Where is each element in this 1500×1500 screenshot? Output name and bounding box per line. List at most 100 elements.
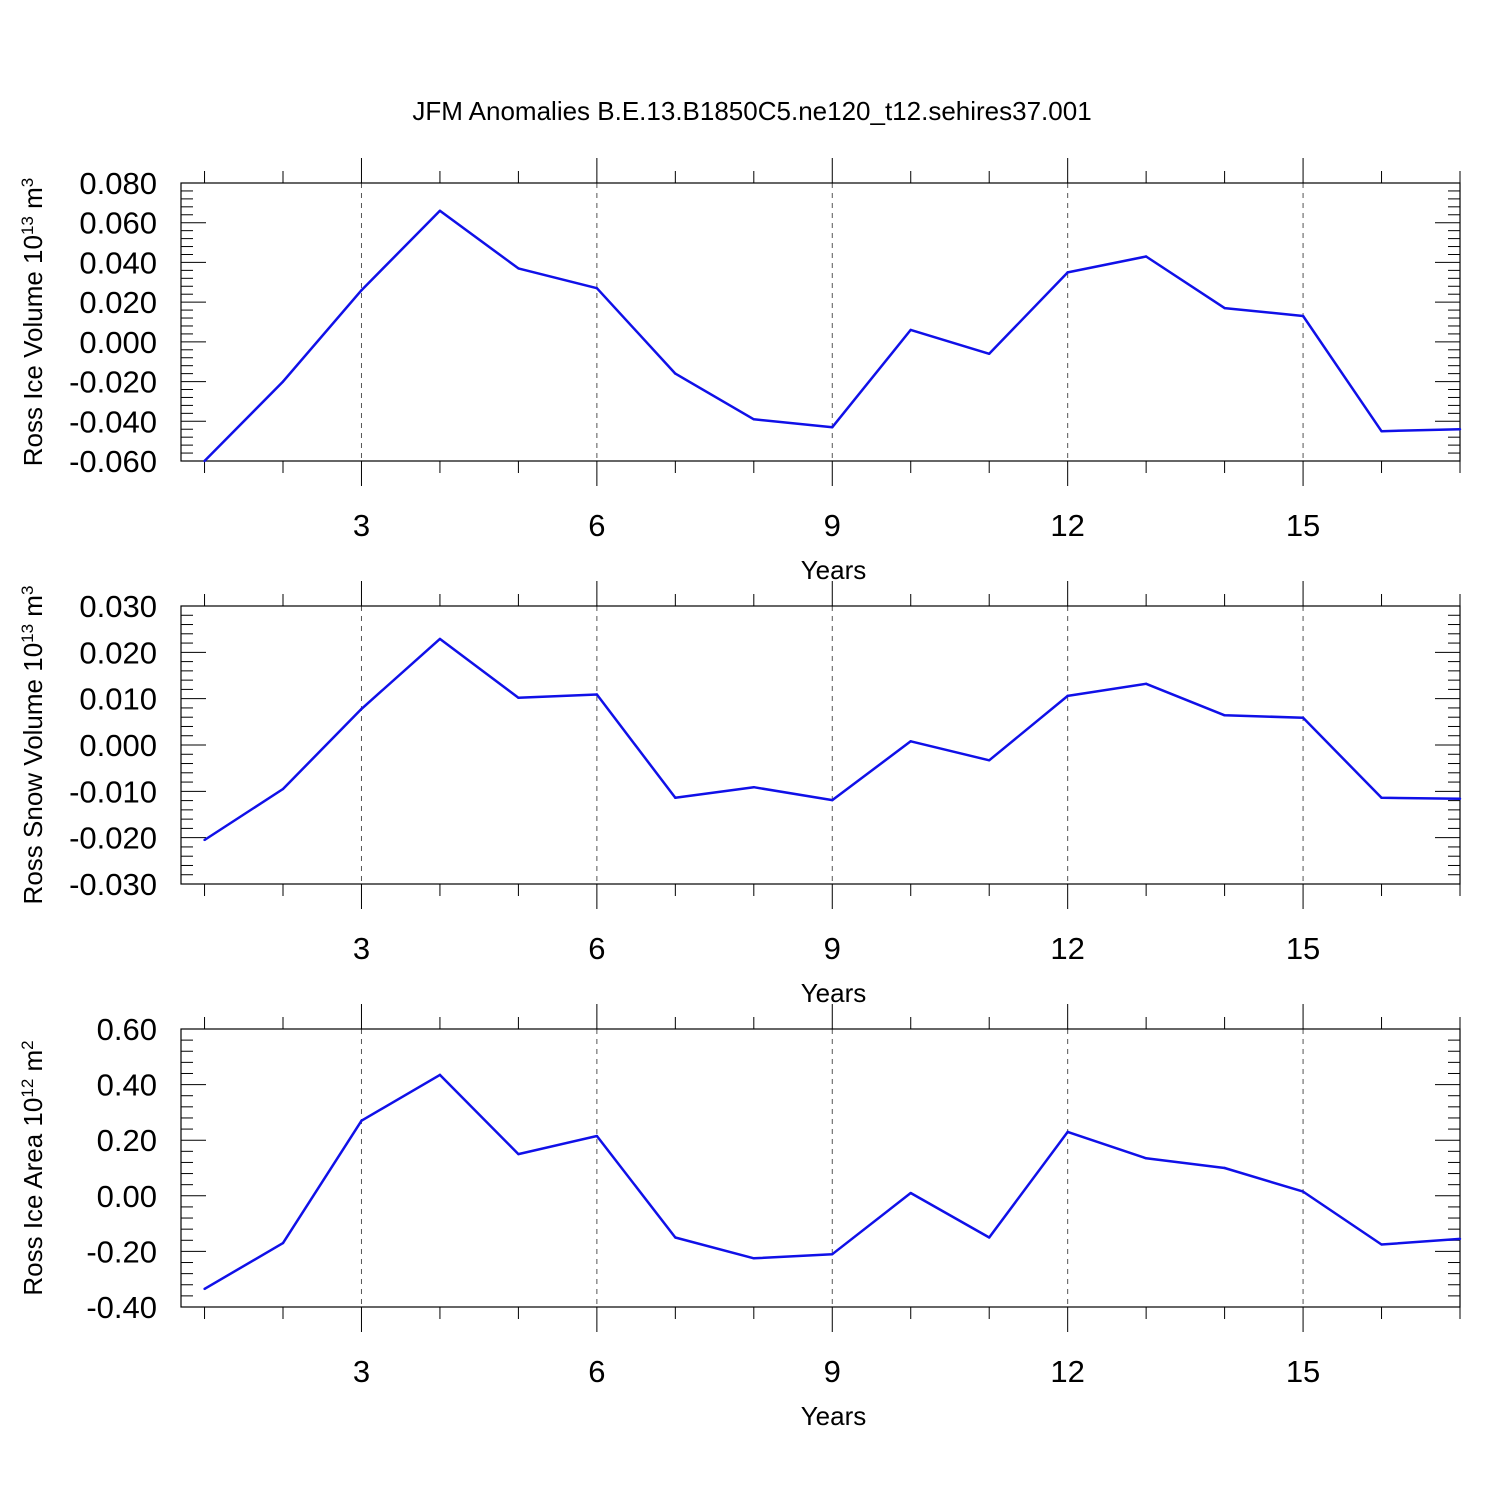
plot-frame (180, 1028, 1461, 1308)
x-tick-label: 15 (1286, 508, 1320, 543)
y-tick-label: 0.020 (79, 635, 157, 670)
data-point (831, 798, 834, 802)
x-tick-label: 6 (588, 508, 605, 543)
x-tick-label: 9 (824, 508, 841, 543)
data-point (1066, 694, 1069, 698)
data-point (1066, 271, 1069, 274)
data-point (1301, 1190, 1305, 1193)
data-point (909, 1191, 912, 1195)
y-tick-label: -0.020 (69, 821, 157, 856)
data-point (281, 787, 285, 791)
y-axis-title-superscript: 13 (18, 216, 37, 235)
y-tick-label: 0.60 (97, 1012, 157, 1047)
x-axis-title: Years (801, 978, 867, 1008)
data-point (1144, 255, 1148, 258)
chart-panel-1: 3 6 9 12 15 -0.060 -0.040 -0.020 0.000 0.020 0.040… (18, 158, 1462, 585)
y-tick-label: -0.20 (86, 1234, 157, 1269)
x-tick-label: 15 (1286, 1354, 1320, 1389)
y-tick-label: -0.010 (69, 774, 157, 809)
x-tick-label: 9 (824, 931, 841, 966)
data-point (281, 380, 285, 383)
y-tick-label: 0.000 (79, 728, 157, 763)
y-axis-title: Ross Ice Volume 1013 m3 (18, 178, 49, 467)
data-point (1458, 1237, 1462, 1241)
data-point (438, 637, 442, 641)
data-point (1301, 716, 1305, 719)
data-point (595, 287, 599, 290)
y-tick-label: 0.020 (79, 285, 157, 320)
data-point (203, 838, 206, 842)
data-point (1144, 682, 1148, 686)
data-point (752, 1257, 756, 1260)
data-point (1066, 1130, 1069, 1134)
data-point (281, 1241, 285, 1245)
y-tick-label: 0.060 (79, 206, 157, 241)
y-tick-label: 0.030 (79, 589, 157, 624)
y-tick-label: -0.030 (69, 867, 157, 902)
plot-frame (180, 605, 1461, 885)
chart-panel-2: 3 6 9 12 15 -0.030 -0.020 -0.010 0.000 0.010 0.020… (18, 581, 1462, 1008)
data-point (831, 426, 834, 429)
x-tick-label: 9 (824, 1354, 841, 1389)
y-axis-title-part: Ross Ice Volume 10 (18, 235, 48, 466)
data-point (1223, 1166, 1226, 1170)
data-point (203, 1287, 206, 1291)
y-tick-label: -0.020 (69, 365, 157, 400)
x-tick-label: 3 (353, 508, 370, 543)
data-point (438, 1073, 442, 1077)
data-point (909, 740, 912, 743)
data-point (438, 209, 442, 212)
data-point (360, 289, 363, 292)
x-tick-label: 3 (353, 1354, 370, 1389)
y-axis-title-part: Ross Snow Volume 10 (18, 643, 48, 905)
data-point (988, 1236, 991, 1239)
x-tick-label: 15 (1286, 931, 1320, 966)
y-axis-title-superscript: 13 (18, 624, 37, 643)
x-tick-label: 12 (1050, 508, 1084, 543)
data-point (909, 328, 912, 332)
y-tick-label: 0.040 (79, 245, 157, 280)
x-tick-label: 3 (353, 931, 370, 966)
y-tick-label: -0.060 (69, 444, 157, 479)
data-point (203, 459, 206, 463)
y-axis-title-part: m (18, 1050, 48, 1079)
plot-frame (180, 182, 1461, 462)
data-point (517, 696, 520, 699)
data-point (360, 707, 363, 711)
data-point (517, 1152, 520, 1156)
data-point (1458, 428, 1462, 431)
data-point (674, 372, 677, 375)
y-tick-label: 0.40 (97, 1068, 157, 1103)
y-axis-title-superscript: 12 (18, 1079, 37, 1098)
data-point (1144, 1157, 1148, 1160)
data-point (1223, 306, 1226, 310)
data-point (360, 1119, 363, 1122)
y-axis-title: Ross Ice Area 1012 m2 (18, 1040, 49, 1295)
data-point (1380, 430, 1383, 433)
data-point (1380, 1243, 1383, 1246)
y-tick-label: 0.00 (97, 1179, 157, 1214)
x-tick-label: 6 (588, 1354, 605, 1389)
data-point (1458, 797, 1462, 800)
x-tick-label: 6 (588, 931, 605, 966)
y-axis-title-part: m (18, 595, 48, 624)
y-axis-title-part: Ross Ice Area 10 (18, 1098, 48, 1296)
data-point (752, 785, 756, 789)
y-tick-label: 0.080 (79, 166, 157, 201)
data-point (674, 796, 677, 800)
y-axis-title-part: m (18, 187, 48, 216)
data-point (831, 1252, 834, 1256)
y-tick-label: 0.20 (97, 1123, 157, 1158)
y-tick-label: -0.040 (69, 404, 157, 439)
figure-title: JFM Anomalies B.E.13.B1850C5.ne120_t12.s… (412, 96, 1091, 126)
y-tick-label: 0.000 (79, 325, 157, 360)
data-point (595, 1134, 599, 1138)
y-tick-label: 0.010 (79, 682, 157, 717)
data-point (752, 418, 756, 421)
x-tick-label: 12 (1050, 931, 1084, 966)
data-point (1301, 314, 1305, 318)
data-point (595, 693, 599, 696)
data-point (988, 352, 991, 355)
y-axis-title-superscript: 3 (18, 178, 37, 187)
